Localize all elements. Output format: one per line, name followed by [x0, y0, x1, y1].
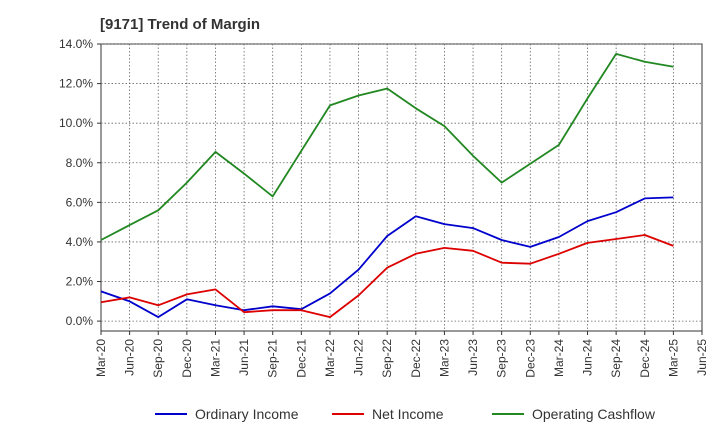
- legend-label-operating-cashflow: Operating Cashflow: [532, 406, 656, 422]
- y-tick-label: 14.0%: [59, 37, 93, 51]
- x-tick-label: Sep-22: [380, 339, 394, 378]
- x-tick-label: Sep-24: [609, 339, 623, 378]
- x-tick-label: Jun-20: [123, 339, 137, 376]
- y-tick-label: 6.0%: [66, 195, 94, 209]
- x-tick-label: Dec-20: [180, 339, 194, 378]
- x-tick-label: Mar-20: [94, 339, 108, 377]
- x-tick-label: Dec-23: [523, 339, 537, 378]
- x-tick-label: Mar-23: [437, 339, 451, 377]
- x-tick-label: Mar-21: [208, 339, 222, 377]
- y-tick-label: 10.0%: [59, 116, 93, 130]
- x-tick-label: Dec-21: [294, 339, 308, 378]
- legend-label-net-income: Net Income: [372, 406, 444, 422]
- x-tick-label: Sep-20: [151, 339, 165, 378]
- y-tick-label: 4.0%: [66, 235, 94, 249]
- chart-title: [9171] Trend of Margin: [100, 16, 261, 33]
- x-tick-label: Sep-21: [266, 339, 280, 378]
- legend-label-ordinary-income: Ordinary Income: [195, 406, 299, 422]
- x-tick-label: Jun-23: [466, 339, 480, 376]
- x-tick-label: Jun-22: [352, 339, 366, 376]
- x-tick-label: Sep-23: [495, 339, 509, 378]
- x-tick-label: Jun-24: [581, 339, 595, 376]
- y-tick-label: 8.0%: [66, 156, 94, 170]
- series-line-operating-cashflow: [100, 53, 674, 241]
- x-tick-label: Mar-25: [666, 339, 680, 377]
- series-line-net-income: [100, 234, 674, 319]
- y-tick-label: 2.0%: [66, 275, 94, 289]
- x-tick-label: Jun-21: [237, 339, 251, 376]
- x-tick-label: Dec-22: [409, 339, 423, 378]
- x-tick-label: Mar-24: [552, 339, 566, 377]
- x-tick-label: Mar-22: [323, 339, 337, 377]
- series-line-ordinary-income: [100, 196, 674, 319]
- y-tick-label: 0.0%: [66, 314, 94, 328]
- x-tick-label: Jun-25: [695, 339, 709, 376]
- y-tick-label: 12.0%: [59, 77, 93, 91]
- x-tick-label: Dec-24: [638, 339, 652, 378]
- plot-area: [100, 43, 703, 332]
